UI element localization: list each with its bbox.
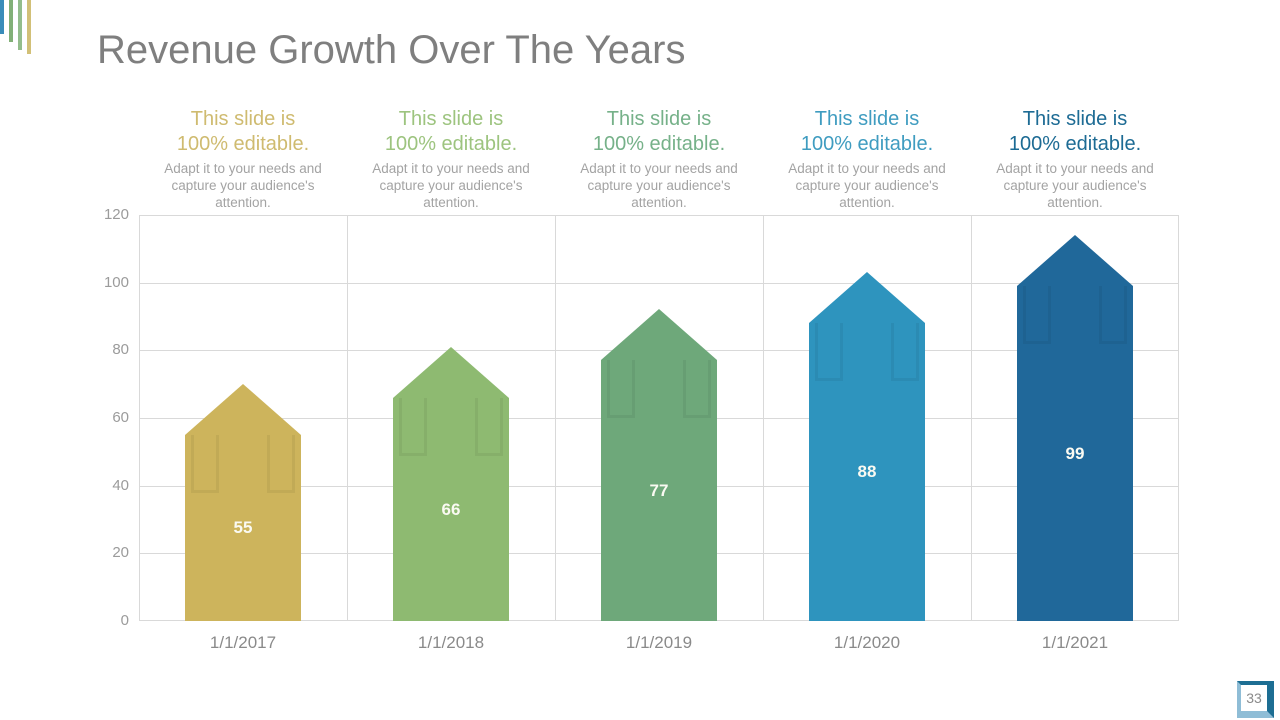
x-tick-label: 1/1/2021 — [1041, 633, 1109, 652]
bar-arrow-body: 66 — [393, 398, 509, 621]
column-heading: This slide is 100% editable. — [592, 108, 726, 155]
bar-notch-shadow — [1023, 286, 1051, 344]
column-heading: This slide is 100% editable. — [1008, 108, 1142, 155]
gridline-vertical — [139, 215, 140, 621]
bar-arrow-body: 55 — [185, 435, 301, 621]
editable-text-column-4: This slide is 100% editable. Adapt it to y… — [763, 107, 971, 211]
y-tick-label: 40 — [112, 477, 129, 494]
page-title: Revenue Growth Over The Years — [97, 27, 686, 72]
column-heading: This slide is 100% editable. — [176, 108, 310, 155]
bar-arrow-head — [809, 272, 925, 323]
x-tick-label: 1/1/2019 — [625, 633, 693, 652]
column-heading: This slide is 100% editable. — [384, 108, 518, 155]
brand-logo-bars — [0, 0, 31, 54]
bar-arrow-body: 77 — [601, 360, 717, 621]
bar-arrow-head — [393, 347, 509, 398]
bar-arrow-head — [185, 384, 301, 435]
logo-bar-3 — [18, 0, 22, 50]
bar-value-label: 77 — [649, 480, 669, 500]
editable-text-column-2: This slide is 100% editable. Adapt it to y… — [347, 107, 555, 211]
column-heading: This slide is 100% editable. — [800, 108, 934, 155]
y-tick-label: 20 — [112, 544, 129, 561]
y-tick-label: 100 — [103, 274, 129, 291]
y-tick-label: 0 — [120, 612, 129, 629]
page-number-badge: 33 — [1237, 681, 1274, 718]
bar-value-label: 55 — [233, 518, 253, 537]
bar-notch-shadow — [399, 398, 427, 456]
column-subtext: Adapt it to your needs and capture your … — [788, 161, 946, 210]
bar-value-label: 99 — [1065, 443, 1085, 463]
chart-bar-1-1-2021: 99 — [1017, 235, 1133, 621]
page-number: 33 — [1246, 690, 1262, 706]
logo-bar-1 — [0, 0, 4, 34]
bar-arrow-head — [601, 309, 717, 360]
column-subtext: Adapt it to your needs and capture your … — [580, 161, 738, 210]
bar-notch-shadow — [475, 398, 503, 456]
bar-notch-shadow — [683, 360, 711, 418]
logo-bar-2 — [9, 0, 13, 42]
bar-arrow-head — [1017, 235, 1133, 286]
bar-notch-shadow — [891, 323, 919, 381]
chart-bar-1-1-2018: 66 — [393, 347, 509, 621]
bar-value-label: 66 — [441, 499, 461, 519]
column-subtext: Adapt it to your needs and capture your … — [996, 161, 1154, 210]
bar-arrow-body: 88 — [809, 323, 925, 621]
editable-text-column-1: This slide is 100% editable. Adapt it to y… — [139, 107, 347, 211]
x-tick-label: 1/1/2017 — [209, 633, 277, 652]
chart-bar-1-1-2019: 77 — [601, 309, 717, 621]
y-tick-label: 60 — [112, 409, 129, 426]
column-subtext: Adapt it to your needs and capture your … — [372, 161, 530, 210]
editable-text-column-3: This slide is 100% editable. Adapt it to y… — [555, 107, 763, 211]
editable-text-column-5: This slide is 100% editable. Adapt it to y… — [971, 107, 1179, 211]
gridline-horizontal — [139, 283, 1179, 284]
bar-notch-shadow — [815, 323, 843, 381]
bar-notch-shadow — [607, 360, 635, 418]
bar-notch-shadow — [267, 435, 295, 493]
bar-notch-shadow — [191, 435, 219, 493]
x-tick-label: 1/1/2020 — [833, 633, 901, 652]
gridline-vertical — [555, 215, 556, 621]
chart-bar-1-1-2017: 55 — [185, 384, 301, 621]
bar-value-label: 88 — [857, 462, 877, 481]
bar-notch-shadow — [1099, 286, 1127, 344]
gridline-horizontal — [139, 215, 1179, 216]
x-tick-label: 1/1/2018 — [417, 633, 485, 652]
gridline-vertical — [1178, 215, 1179, 621]
y-tick-label: 80 — [112, 341, 129, 358]
chart-bar-1-1-2020: 88 — [809, 272, 925, 621]
gridline-vertical — [763, 215, 764, 621]
y-tick-label: 120 — [103, 206, 129, 223]
logo-bar-4 — [27, 0, 31, 54]
gridline-vertical — [971, 215, 972, 621]
gridline-vertical — [347, 215, 348, 621]
column-subtext: Adapt it to your needs and capture your … — [164, 161, 322, 210]
bar-arrow-body: 99 — [1017, 286, 1133, 621]
